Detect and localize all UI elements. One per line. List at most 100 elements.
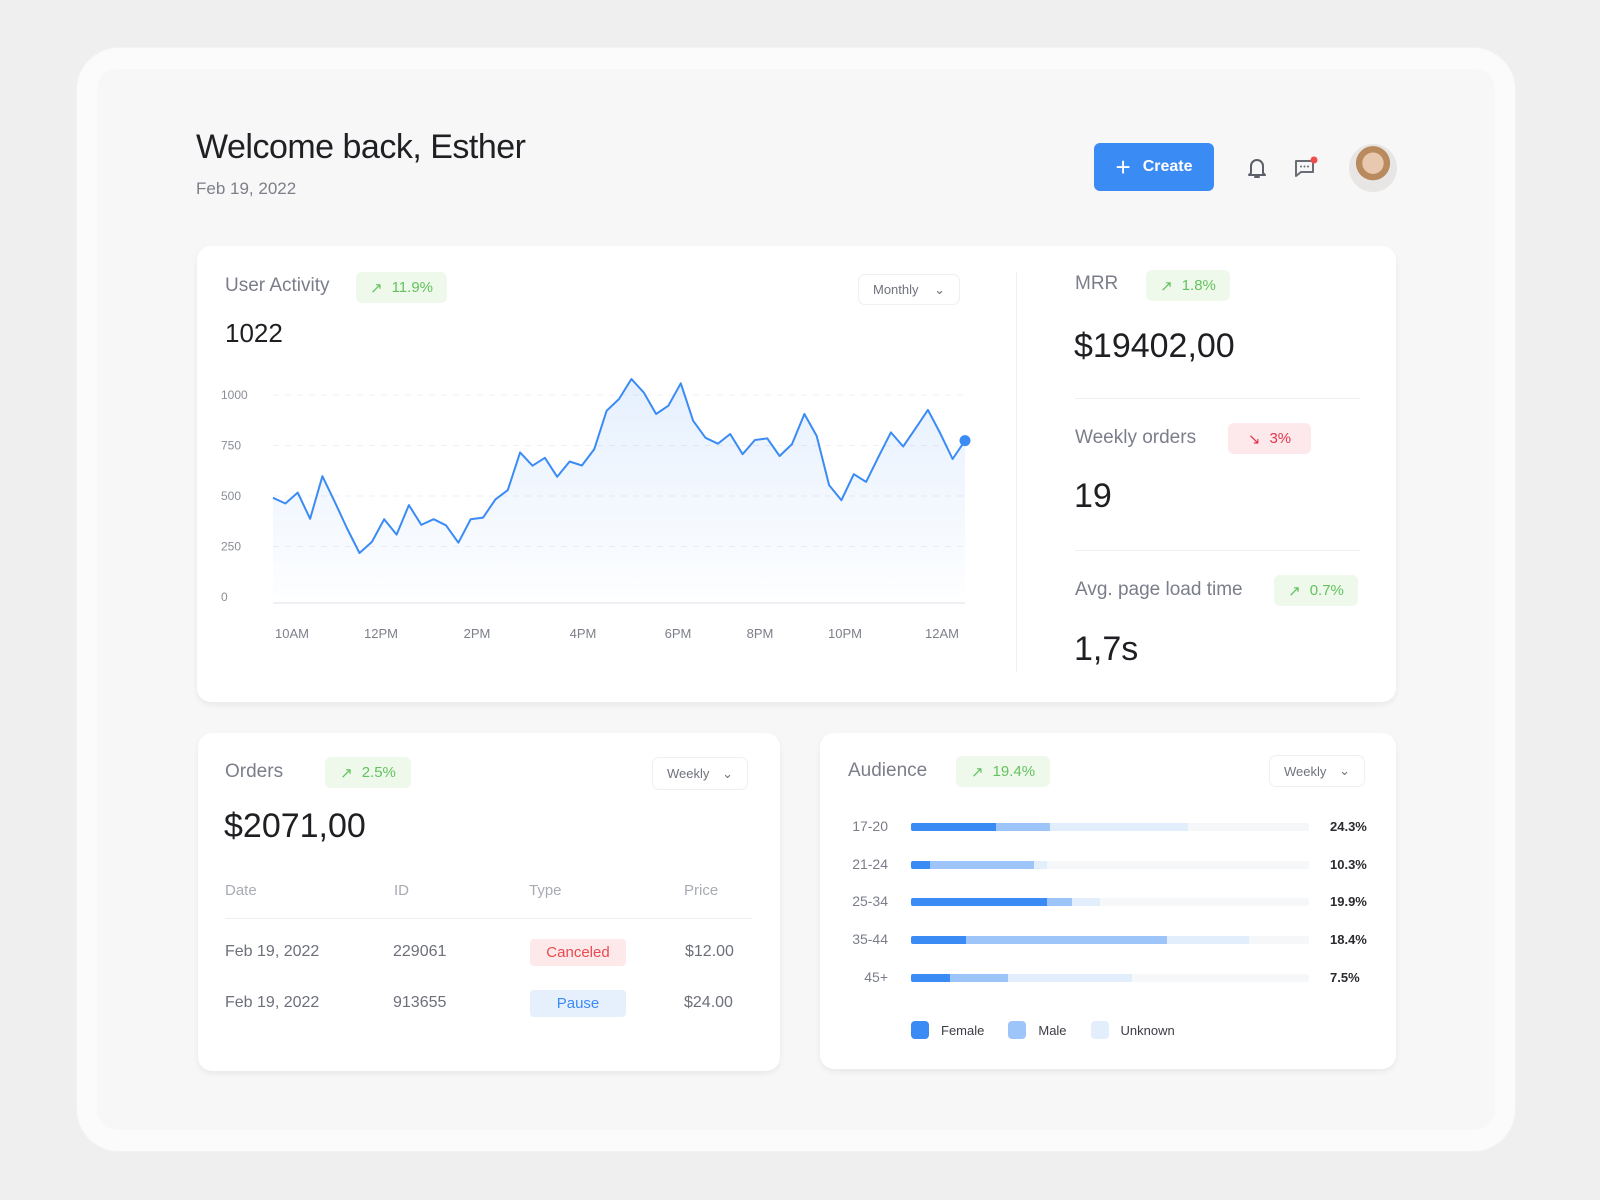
x-tick-label: 2PM	[464, 626, 491, 641]
messages-icon[interactable]	[1293, 155, 1319, 179]
bar-segment-male	[1046, 898, 1072, 907]
audience-bar	[911, 936, 1309, 945]
user-activity-change-badge: ↗ 11.9%	[356, 272, 447, 303]
orders-change-badge: ↗ 2.5%	[325, 757, 411, 788]
bar-segment-female	[911, 823, 997, 831]
bar-segment-female	[911, 898, 1047, 907]
mrr-value: $19402,00	[1074, 327, 1235, 365]
order-id: 229061	[393, 943, 447, 960]
age-group-percent: 24.3%	[1330, 819, 1367, 834]
age-group-percent: 18.4%	[1330, 932, 1367, 948]
bar-segment-unknown	[1007, 973, 1132, 982]
weekly-orders-value: 19	[1074, 477, 1112, 515]
status-badge: Canceled	[530, 939, 626, 966]
area-fill	[273, 379, 965, 597]
bar-segment-male	[929, 860, 1034, 869]
age-group-label: 35-44	[852, 931, 888, 948]
age-group-percent: 10.3%	[1330, 856, 1367, 872]
audience-period-dropdown[interactable]: Weekly ⌄	[1269, 755, 1365, 787]
audience-change-badge: ↗ 19.4%	[956, 756, 1050, 787]
audience-bar	[911, 823, 1309, 831]
bar-segment-unknown	[1071, 898, 1101, 907]
bell-icon[interactable]	[1246, 156, 1268, 180]
x-tick-label: 6PM	[665, 626, 692, 641]
arrow-up-right-icon: ↗	[1288, 582, 1301, 600]
age-group-label: 21-24	[852, 855, 888, 872]
bar-segment-female	[911, 973, 950, 982]
create-label: Create	[1142, 158, 1193, 175]
activity-line	[272, 378, 966, 554]
bar-segment-unknown	[1167, 936, 1249, 945]
user-activity-chart: 1000 750 500 250 0 10AM 12PM 2PM 4PM 6PM 8PM 10PM 12…	[221, 378, 971, 641]
bar-segment-male	[966, 936, 1168, 945]
user-avatar[interactable]	[1349, 144, 1397, 192]
divider	[1075, 398, 1360, 399]
orders-title: Orders	[225, 761, 284, 782]
page-date: Feb 19, 2022	[196, 179, 297, 198]
y-tick-label: 250	[221, 540, 241, 554]
bar-segment-unknown	[1049, 823, 1188, 831]
chevron-down-icon: ⌄	[1339, 763, 1350, 778]
age-group-label: 45+	[864, 968, 888, 985]
x-tick-label: 8PM	[747, 626, 774, 641]
column-header-type: Type	[529, 882, 562, 899]
chevron-down-icon: ⌄	[722, 765, 733, 781]
x-tick-label: 4PM	[570, 626, 597, 641]
column-header-id: ID	[394, 882, 409, 899]
table-divider	[225, 918, 752, 919]
user-activity-value: 1022	[225, 318, 283, 348]
arrow-down-right-icon: ↘	[1247, 430, 1261, 448]
x-tick-label: 12AM	[925, 626, 959, 641]
page-load-label: Avg. page load time	[1075, 579, 1243, 600]
age-group-label: 25-34	[852, 893, 888, 910]
x-tick-label: 10PM	[828, 626, 862, 641]
audience-bar	[911, 898, 1309, 907]
x-tick-label: 10AM	[275, 626, 309, 641]
column-header-date: Date	[225, 882, 257, 899]
legend-swatch-female	[911, 1021, 929, 1039]
order-date: Feb 19, 2022	[225, 994, 320, 1011]
data-point[interactable]	[959, 435, 971, 447]
y-tick-label: 750	[221, 439, 241, 453]
arrow-up-right-icon: ↗	[1160, 277, 1173, 295]
plus-icon: +	[1115, 152, 1131, 182]
x-tick-label: 12PM	[364, 626, 398, 641]
bar-segment-male	[950, 973, 1008, 982]
legend-swatch-male	[1008, 1021, 1027, 1039]
orders-total: $2071,00	[224, 807, 366, 845]
order-date: Feb 19, 2022	[225, 943, 320, 960]
orders-period-dropdown[interactable]: Weekly ⌄	[652, 757, 748, 790]
legend-swatch-unknown	[1090, 1021, 1109, 1039]
user-activity-title: User Activity	[225, 275, 330, 296]
arrow-up-right-icon: ↗	[370, 279, 383, 297]
page-load-change-badge: ↗ 0.7%	[1274, 575, 1358, 606]
divider	[1075, 550, 1360, 551]
vertical-divider	[1016, 272, 1017, 672]
bar-segment-female	[911, 936, 967, 945]
weekly-orders-label: Weekly orders	[1075, 427, 1197, 448]
user-activity-period-dropdown[interactable]: Monthly ⌄	[858, 274, 960, 305]
page-title: Welcome back, Esther	[196, 128, 526, 166]
y-tick-label: 1000	[221, 388, 248, 402]
order-id: 913655	[393, 994, 447, 1011]
age-group-percent: 7.5%	[1330, 969, 1360, 985]
y-tick-label: 500	[221, 489, 241, 503]
create-button[interactable]: + Create	[1094, 143, 1214, 191]
arrow-up-right-icon: ↗	[970, 763, 984, 781]
status-badge: Pause	[530, 990, 626, 1017]
weekly-orders-change-badge: ↘ 3%	[1228, 423, 1311, 454]
audience-title: Audience	[848, 760, 928, 781]
age-group-label: 17-20	[852, 818, 888, 834]
audience-legend: Female Male Unknown	[911, 1021, 1175, 1039]
bar-segment-female	[911, 860, 930, 869]
age-group-percent: 19.9%	[1330, 894, 1367, 910]
mrr-change-badge: ↗ 1.8%	[1146, 270, 1230, 301]
order-price: $24.00	[684, 994, 733, 1011]
y-tick-label: 0	[221, 590, 228, 604]
audience-bar	[911, 860, 1309, 869]
bar-segment-unknown	[1033, 860, 1047, 869]
order-price: $12.00	[685, 943, 734, 960]
chevron-down-icon: ⌄	[934, 281, 945, 297]
column-header-price: Price	[684, 882, 719, 899]
mrr-label: MRR	[1075, 273, 1119, 294]
